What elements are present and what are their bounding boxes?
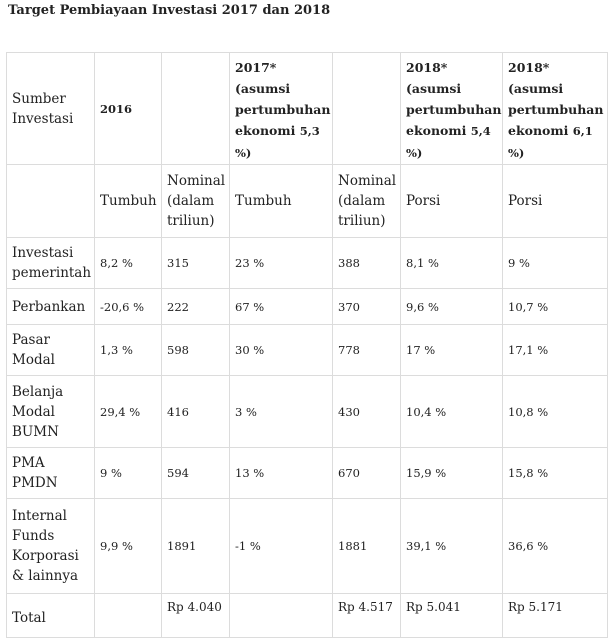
cell-tumbuh-2017: 13 %: [229, 447, 333, 499]
header-row: Sumber Investasi 2016 2017* (asumsi pert…: [6, 52, 608, 165]
cell-nominal-2016: 598: [161, 324, 230, 376]
header-empty-2: [332, 52, 401, 165]
total-2018-61: Rp 5.171: [502, 593, 608, 638]
cell-tumbuh-2017: -1 %: [229, 498, 333, 594]
header-2017: 2017* (asumsi pertumbuhan ekonomi 5,3 %): [229, 52, 333, 165]
cell-nominal-2016: 416: [161, 375, 230, 448]
total-label: Total: [6, 593, 95, 638]
table-row: Perbankan -20,6 % 222 67 % 370 9,6 % 10,…: [6, 288, 608, 325]
total-nominal-2016: Rp 4.040: [161, 593, 230, 638]
total-empty-2: [229, 593, 333, 638]
subheader-porsi-2018-61: Porsi: [502, 164, 608, 238]
total-empty-1: [94, 593, 162, 638]
cell-nominal-2017: 370: [332, 288, 401, 325]
header-2018-54: 2018* (asumsi pertumbuhan ekonomi 5,4 %): [400, 52, 503, 165]
total-2018-54: Rp 5.041: [400, 593, 503, 638]
cell-nominal-2017: 778: [332, 324, 401, 376]
row-name: Pasar Modal: [6, 324, 95, 376]
cell-nominal-2017: 388: [332, 237, 401, 289]
table-row: Investasi pemerintah 8,2 % 315 23 % 388 …: [6, 237, 608, 289]
subheader-nominal-2017: Nominal (dalam triliun): [332, 164, 401, 238]
header-2016: 2016: [94, 52, 162, 165]
cell-porsi-2018-54: 39,1 %: [400, 498, 503, 594]
table-title: Target Pembiayaan Investasi 2017 dan 201…: [8, 3, 331, 18]
cell-porsi-2018-61: 15,8 %: [502, 447, 608, 499]
table-row: Belanja Modal BUMN 29,4 % 416 3 % 430 10…: [6, 375, 608, 448]
cell-porsi-2018-61: 36,6 %: [502, 498, 608, 594]
cell-porsi-2018-61: 17,1 %: [502, 324, 608, 376]
cell-porsi-2018-61: 9 %: [502, 237, 608, 289]
cell-porsi-2018-54: 17 %: [400, 324, 503, 376]
subheader-tumbuh-2016: Tumbuh: [94, 164, 162, 238]
cell-nominal-2016: 222: [161, 288, 230, 325]
cell-nominal-2017: 670: [332, 447, 401, 499]
table-row: Pasar Modal 1,3 % 598 30 % 778 17 % 17,1…: [6, 324, 608, 376]
header-2018-61: 2018* (asumsi pertumbuhan ekonomi 6,1 %): [502, 52, 608, 165]
cell-tumbuh-2016: 1,3 %: [94, 324, 162, 376]
investment-table: Sumber Investasi 2016 2017* (asumsi pert…: [6, 52, 608, 638]
subheader-porsi-2018-54: Porsi: [400, 164, 503, 238]
table-row: Internal Funds Korporasi & lainnya 9,9 %…: [6, 498, 608, 594]
cell-tumbuh-2016: 9 %: [94, 447, 162, 499]
cell-tumbuh-2017: 67 %: [229, 288, 333, 325]
cell-tumbuh-2016: 9,9 %: [94, 498, 162, 594]
total-nominal-2017: Rp 4.517: [332, 593, 401, 638]
cell-tumbuh-2017: 3 %: [229, 375, 333, 448]
cell-nominal-2016: 594: [161, 447, 230, 499]
total-row: Total Rp 4.040 Rp 4.517 Rp 5.041 Rp 5.17…: [6, 593, 608, 638]
row-name: Belanja Modal BUMN: [6, 375, 95, 448]
subheader-tumbuh-2017: Tumbuh: [229, 164, 333, 238]
total-label-text: Total: [12, 610, 46, 626]
cell-porsi-2018-54: 8,1 %: [400, 237, 503, 289]
cell-nominal-2016: 1891: [161, 498, 230, 594]
cell-porsi-2018-61: 10,7 %: [502, 288, 608, 325]
cell-porsi-2018-61: 10,8 %: [502, 375, 608, 448]
subheader-empty: [6, 164, 95, 238]
cell-porsi-2018-54: 10,4 %: [400, 375, 503, 448]
row-name: Investasi pemerintah: [6, 237, 95, 289]
subheader-nominal-2016: Nominal (dalam triliun): [161, 164, 230, 238]
cell-nominal-2016: 315: [161, 237, 230, 289]
header-empty-1: [161, 52, 230, 165]
cell-nominal-2017: 430: [332, 375, 401, 448]
cell-porsi-2018-54: 9,6 %: [400, 288, 503, 325]
row-name: Internal Funds Korporasi & lainnya: [6, 498, 95, 594]
cell-tumbuh-2016: 29,4 %: [94, 375, 162, 448]
cell-tumbuh-2016: 8,2 %: [94, 237, 162, 289]
cell-tumbuh-2016: -20,6 %: [94, 288, 162, 325]
row-name: Perbankan: [6, 288, 95, 325]
cell-tumbuh-2017: 30 %: [229, 324, 333, 376]
cell-tumbuh-2017: 23 %: [229, 237, 333, 289]
cell-nominal-2017: 1881: [332, 498, 401, 594]
header-sumber: Sumber Investasi: [6, 52, 95, 165]
table-row: PMA PMDN 9 % 594 13 % 670 15,9 % 15,8 %: [6, 447, 608, 499]
cell-porsi-2018-54: 15,9 %: [400, 447, 503, 499]
row-name: PMA PMDN: [6, 447, 95, 499]
subheader-row: Tumbuh Nominal (dalam triliun) Tumbuh No…: [6, 164, 608, 238]
